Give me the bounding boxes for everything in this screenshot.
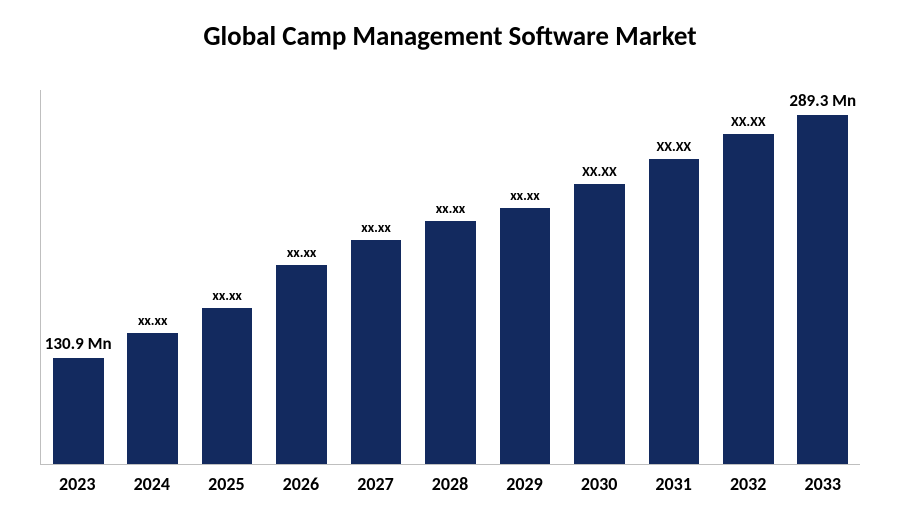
- x-axis-tick: 2032: [711, 473, 786, 495]
- plot-region: 130.9 Mn xx.xx xx.xx xx.xx xx.xx xx.xx xx.xx XX…: [40, 90, 860, 465]
- bar-slot: xx.xx: [413, 90, 487, 464]
- bar: [351, 240, 402, 464]
- bar-slot: xx.xx: [339, 90, 413, 464]
- bar-value-label: XX.XX: [582, 163, 617, 180]
- x-axis-tick: 2026: [264, 473, 339, 495]
- bar: [276, 265, 327, 464]
- bar: [202, 308, 253, 464]
- bar-value-label: XX.XX: [657, 138, 692, 155]
- x-axis-tick: 2029: [487, 473, 562, 495]
- x-axis: 2023202420252026202720282029203020312032…: [40, 473, 860, 495]
- x-axis-tick: 2023: [40, 473, 115, 495]
- bar: [723, 134, 774, 464]
- bar-slot: 130.9 Mn: [41, 90, 115, 464]
- bar: [127, 333, 178, 464]
- chart-area: 130.9 Mn xx.xx xx.xx xx.xx xx.xx xx.xx xx.xx XX…: [40, 90, 860, 465]
- bar: [500, 208, 551, 464]
- bar: [649, 159, 700, 464]
- bar-value-label: xx.xx: [436, 200, 465, 217]
- bar-slot: xx.xx: [115, 90, 189, 464]
- bar: [797, 115, 848, 464]
- bar-value-label: 289.3 Mn: [789, 90, 856, 111]
- x-axis-tick: 2025: [189, 473, 264, 495]
- bar: [53, 358, 104, 464]
- bar-value-label: xx.xx: [287, 244, 316, 261]
- bar-slot: 289.3 Mn: [786, 90, 860, 464]
- chart-title: Global Camp Management Software Market: [0, 0, 900, 53]
- bar-value-label: xx.xx: [510, 187, 539, 204]
- x-axis-tick: 2028: [413, 473, 488, 495]
- bar: [425, 221, 476, 464]
- x-axis-tick: 2033: [785, 473, 860, 495]
- bar-slot: xx.xx: [264, 90, 338, 464]
- bar-value-label: 130.9 Mn: [45, 333, 112, 354]
- bar-slot: xx.xx: [190, 90, 264, 464]
- bar-slot: XX.XX: [711, 90, 785, 464]
- bar-slot: XX.XX: [637, 90, 711, 464]
- bar-slot: xx.xx: [488, 90, 562, 464]
- bar: [574, 184, 625, 465]
- bar-value-label: xx.xx: [212, 287, 241, 304]
- bar-value-label: XX.XX: [731, 113, 766, 130]
- bar-slot: XX.XX: [562, 90, 636, 464]
- bar-value-label: xx.xx: [138, 312, 167, 329]
- x-axis-tick: 2024: [115, 473, 190, 495]
- x-axis-tick: 2027: [338, 473, 413, 495]
- x-axis-tick: 2031: [636, 473, 711, 495]
- x-axis-tick: 2030: [562, 473, 637, 495]
- bar-value-label: xx.xx: [361, 219, 390, 236]
